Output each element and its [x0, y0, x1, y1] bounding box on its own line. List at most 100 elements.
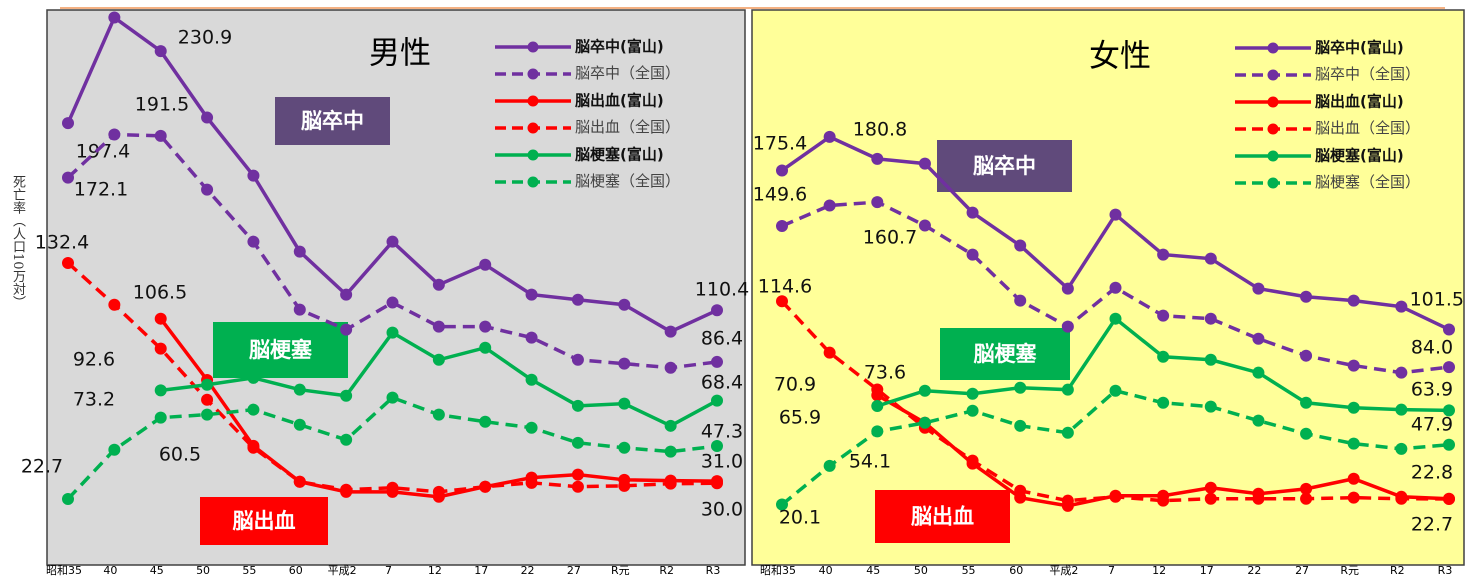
data-point [1252, 282, 1265, 295]
data-point [1014, 419, 1027, 432]
x-tick-label: 22 [521, 564, 535, 576]
legend-marker [527, 122, 539, 134]
data-point [966, 454, 979, 467]
data-point [571, 399, 584, 412]
x-tick-label: R3 [1438, 564, 1453, 576]
data-label: 106.5 [133, 282, 187, 304]
data-label: 63.9 [1411, 379, 1453, 401]
data-label: 172.1 [74, 179, 128, 201]
data-label: 31.0 [701, 451, 743, 473]
legend-label: 脳出血（全国） [1315, 119, 1420, 137]
chart-title: 女性 [1089, 39, 1151, 75]
y-axis-label: 死亡率（人口10万対） [10, 175, 25, 309]
x-tick-label: 55 [242, 564, 256, 576]
series-line [780, 388, 1450, 506]
data-point [1443, 492, 1455, 505]
x-tick-label: 60 [289, 564, 303, 576]
data-point [823, 130, 836, 143]
data-point [618, 441, 631, 454]
data-point [201, 408, 214, 421]
data-point [201, 111, 214, 124]
data-label: 47.9 [1411, 414, 1453, 436]
data-point [1204, 481, 1217, 494]
data-point [386, 235, 399, 248]
legend-marker [1267, 123, 1279, 135]
data-point [340, 483, 353, 496]
data-point [1061, 320, 1074, 333]
legend-label: 脳出血(富山) [1315, 93, 1404, 111]
data-point [108, 128, 121, 141]
x-tick-label: 平成2 [328, 564, 357, 576]
data-point [776, 498, 788, 511]
data-point [1014, 239, 1027, 252]
data-point [293, 383, 306, 396]
data-point [871, 400, 884, 413]
x-tick-label: 12 [428, 564, 442, 576]
data-point [1157, 350, 1170, 363]
data-point [340, 323, 353, 336]
data-point [154, 312, 167, 325]
data-point [664, 419, 677, 432]
data-label: 73.2 [73, 389, 115, 411]
data-point [966, 206, 979, 219]
data-point [293, 475, 306, 488]
data-point [618, 357, 631, 370]
data-point [525, 331, 538, 344]
data-point [918, 416, 931, 429]
data-label: 65.9 [779, 407, 821, 429]
annotation-box [213, 322, 348, 378]
data-point [1061, 494, 1074, 507]
x-tick-label: 50 [196, 564, 210, 576]
data-point [340, 389, 353, 402]
data-point [1443, 323, 1455, 336]
series-line [66, 261, 718, 494]
x-tick-label: 昭和35 [46, 564, 82, 576]
data-point [386, 391, 399, 404]
data-point [386, 296, 399, 309]
data-point [1395, 403, 1408, 416]
data-point [201, 378, 214, 391]
annotation: 脳出血 [911, 505, 974, 529]
data-point [154, 411, 167, 424]
data-point [871, 425, 884, 438]
data-point [432, 485, 445, 498]
data-point [1300, 482, 1313, 495]
data-label: 22.8 [1411, 462, 1453, 484]
data-point [1204, 312, 1217, 325]
data-point [1157, 396, 1170, 409]
x-tick-label: 27 [567, 564, 581, 576]
x-tick-label: R2 [1390, 564, 1405, 576]
data-point [432, 408, 445, 421]
data-point [871, 196, 884, 209]
x-tick-label: R元 [611, 564, 630, 576]
data-point [776, 295, 788, 308]
data-point [1204, 252, 1217, 265]
data-point [776, 219, 788, 232]
data-point [1157, 309, 1170, 322]
data-point [432, 353, 445, 366]
data-point [525, 373, 538, 386]
legend-marker [1267, 69, 1279, 81]
data-point [571, 293, 584, 306]
data-label: 101.5 [1410, 289, 1464, 311]
data-point [1252, 332, 1265, 345]
annotation: 脳梗塞 [974, 342, 1038, 366]
data-point [108, 11, 121, 24]
annotation-box [937, 140, 1072, 192]
data-label: 180.8 [853, 119, 907, 141]
data-point [479, 341, 492, 354]
data-point [1204, 492, 1217, 505]
data-point [432, 320, 445, 333]
x-tick-label: 平成2 [1049, 564, 1078, 576]
series-line [66, 395, 718, 501]
data-point [247, 371, 260, 384]
data-label: 84.0 [1411, 337, 1453, 359]
data-point [823, 346, 836, 359]
x-tick-label: 17 [474, 564, 488, 576]
data-label: 22.7 [21, 456, 63, 478]
data-point [1347, 401, 1360, 414]
chart-title: 男性 [369, 36, 431, 72]
data-point [154, 45, 167, 58]
data-point [1014, 294, 1027, 307]
